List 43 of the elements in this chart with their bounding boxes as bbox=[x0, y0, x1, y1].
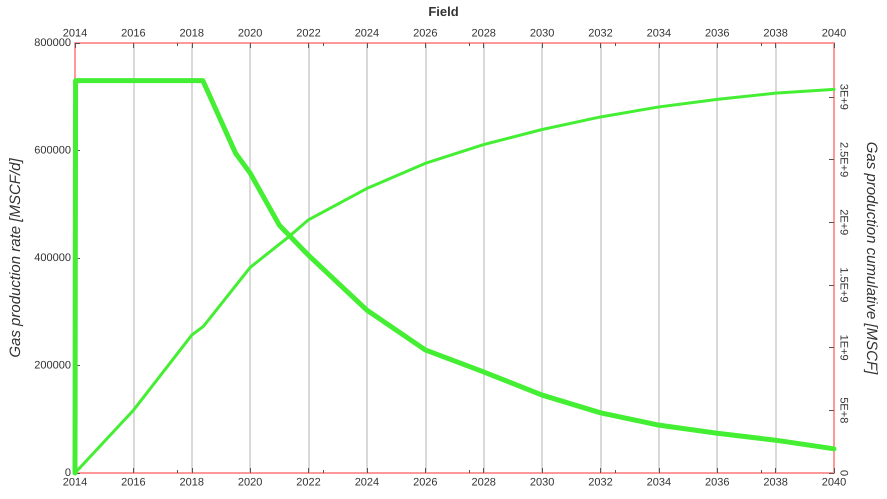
y2-tick-label: 1E+9 bbox=[838, 334, 850, 361]
x-tick-label: 2032 bbox=[588, 476, 613, 488]
x-tick-label: 2036 bbox=[704, 476, 730, 488]
y2-tick-label: 2.5E+9 bbox=[838, 142, 850, 178]
y2-tick-label: 0 bbox=[838, 470, 850, 476]
y2-tick-label: 1.5E+9 bbox=[838, 267, 850, 303]
x2-tick-label: 2024 bbox=[354, 28, 380, 40]
x2-tick-label: 2030 bbox=[530, 28, 554, 40]
y-tick-label: 600000 bbox=[34, 144, 71, 156]
x2-tick-label: 2034 bbox=[646, 28, 672, 40]
y-tick-label: 400000 bbox=[34, 252, 71, 264]
x-tick-label: 2018 bbox=[180, 476, 204, 488]
x-tick-label: 2038 bbox=[763, 476, 788, 488]
x-tick-label: 2020 bbox=[238, 476, 262, 488]
y-tick-label: 800000 bbox=[34, 37, 71, 49]
x-tick-label: 2026 bbox=[413, 476, 438, 488]
y-tick-label: 200000 bbox=[34, 360, 71, 372]
y2-tick-label: 3E+9 bbox=[838, 84, 850, 110]
x-tick-label: 2022 bbox=[296, 476, 321, 488]
x2-tick-label: 2036 bbox=[704, 28, 730, 40]
y2-tick-label: 2E+9 bbox=[838, 209, 850, 236]
x2-tick-label: 2016 bbox=[121, 28, 146, 40]
x2-tick-label: 2018 bbox=[180, 28, 204, 40]
x2-tick-label: 2020 bbox=[238, 28, 262, 40]
x2-tick-label: 2040 bbox=[822, 28, 846, 40]
y2-axis-title: Gas production cumulative [MSCF] bbox=[863, 142, 880, 376]
chart-title: Field bbox=[428, 4, 459, 19]
x-tick-label: 2016 bbox=[121, 476, 146, 488]
x-tick-label: 2040 bbox=[822, 476, 846, 488]
x-tick-label: 2024 bbox=[354, 476, 380, 488]
y2-tick-label: 5E+8 bbox=[838, 397, 850, 424]
x2-tick-label: 2014 bbox=[62, 28, 88, 40]
x-tick-label: 2028 bbox=[471, 476, 496, 488]
x-tick-label: 2030 bbox=[530, 476, 554, 488]
x-tick-label: 2034 bbox=[646, 476, 672, 488]
y-tick-label: 0 bbox=[64, 467, 71, 479]
y-axis-title: Gas production rate [MSCF/d] bbox=[7, 158, 24, 358]
x2-tick-label: 2026 bbox=[413, 28, 438, 40]
x2-tick-label: 2038 bbox=[763, 28, 788, 40]
x2-tick-label: 2022 bbox=[296, 28, 321, 40]
x-tick-label: 2014 bbox=[62, 476, 88, 488]
x2-tick-label: 2028 bbox=[471, 28, 496, 40]
x2-tick-label: 2032 bbox=[588, 28, 613, 40]
